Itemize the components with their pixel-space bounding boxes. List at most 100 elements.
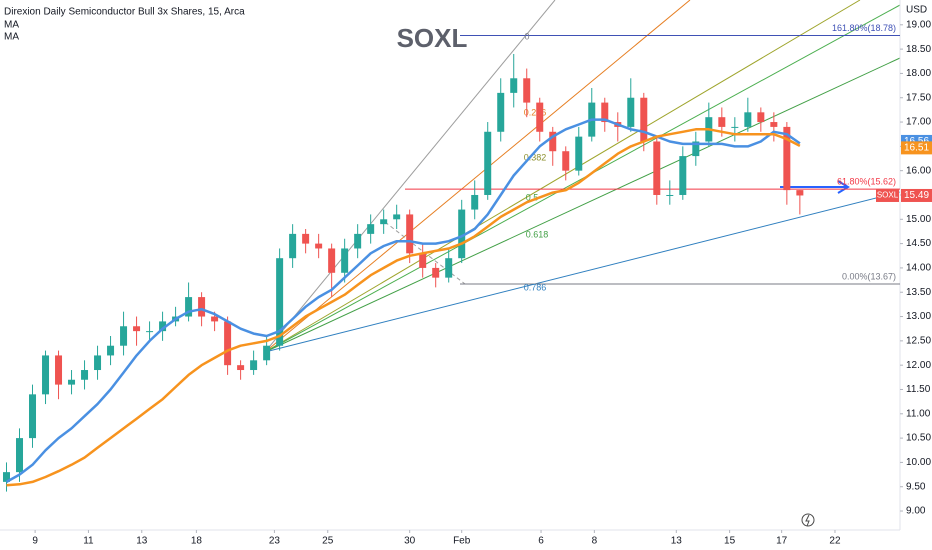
- ma-price-box: [901, 141, 932, 155]
- y-tick-label: 10.00: [906, 457, 931, 468]
- candle-body: [146, 331, 154, 333]
- fib-label: 161.80%(18.78): [832, 23, 896, 33]
- candle-body: [458, 209, 466, 259]
- candle-body: [3, 472, 11, 482]
- candle-body: [250, 360, 258, 371]
- candle-body: [263, 345, 271, 361]
- fan-label: 0.236: [524, 107, 547, 117]
- price-label: 15.49: [904, 190, 929, 201]
- candle-body: [380, 219, 388, 225]
- y-tick-label: 10.50: [906, 433, 931, 444]
- fan-line: [264, 0, 556, 353]
- candle-body: [185, 297, 193, 317]
- y-tick-label: 12.00: [906, 360, 931, 371]
- x-tick-label: 13: [671, 536, 683, 547]
- x-tick-label: 11: [83, 536, 94, 547]
- fib-fan: [264, 0, 901, 353]
- candle-body: [224, 321, 232, 366]
- fib-label: 0.00%(13.67): [842, 271, 896, 281]
- candle-body: [523, 78, 531, 103]
- candle-body: [159, 321, 167, 332]
- candle-body: [445, 258, 453, 278]
- currency: USD: [906, 5, 927, 16]
- fan-line: [264, 0, 861, 353]
- fan-label: 0.786: [524, 282, 547, 292]
- y-tick-label: 15.00: [906, 214, 931, 225]
- chart-title: Direxion Daily Semiconductor Bull 3x Sha…: [4, 7, 245, 18]
- y-tick-label: 13.00: [906, 311, 931, 322]
- candle-body: [562, 151, 570, 171]
- y-tick-label: 18.50: [906, 44, 931, 55]
- arrow-head: [837, 180, 850, 194]
- event-icon-bolt: [805, 514, 810, 527]
- candle-body: [16, 438, 24, 473]
- fan-line: [264, 57, 901, 353]
- candle-body: [81, 370, 89, 380]
- candle-body: [575, 136, 583, 171]
- candle-body: [757, 112, 765, 123]
- fib-label: 61.80%(15.62): [837, 177, 896, 187]
- candle-body: [406, 214, 414, 254]
- candle-body: [302, 233, 310, 244]
- watermark: SOXL: [397, 23, 468, 53]
- candle-body: [627, 97, 635, 127]
- candle-body: [211, 316, 219, 322]
- x-tick-label: 15: [724, 536, 736, 547]
- candle-body: [68, 379, 76, 385]
- fan-line: [264, 0, 691, 353]
- candle-body: [198, 297, 206, 317]
- y-tick-label: 11.50: [906, 384, 931, 395]
- candle-body: [536, 102, 544, 132]
- candle-body: [55, 355, 63, 385]
- x-tick-label: 23: [269, 536, 281, 547]
- price-box: [901, 188, 932, 202]
- candle-body: [237, 365, 245, 371]
- symbol-label: SOXL: [877, 191, 899, 200]
- y-tick-label: 11.00: [906, 408, 931, 419]
- candle-body: [497, 92, 505, 132]
- y-tick-label: 14.50: [906, 238, 931, 249]
- x-tick-label: 8: [592, 536, 598, 547]
- event-icon[interactable]: [801, 513, 815, 527]
- x-tick-label: 22: [829, 536, 841, 547]
- ma-line: [6, 128, 801, 487]
- candle-body: [484, 131, 492, 195]
- ma-price-label: 16.51: [904, 143, 929, 154]
- candle-body: [107, 345, 115, 356]
- candle-body: [315, 243, 323, 249]
- y-tick-label: 12.50: [906, 335, 931, 346]
- candle-body: [692, 141, 700, 157]
- candle-body: [471, 194, 479, 210]
- candle-body: [549, 131, 557, 152]
- candle-body: [289, 233, 297, 259]
- candle-body: [783, 126, 791, 191]
- candle-body: [744, 112, 752, 127]
- candle-body: [328, 248, 336, 273]
- candle-body: [419, 253, 427, 268]
- candle-body: [718, 117, 726, 127]
- y-tick-label: 14.00: [906, 263, 931, 274]
- x-tick-label: 25: [322, 536, 334, 547]
- candle-body: [276, 258, 284, 346]
- y-tick-label: 18.00: [906, 68, 931, 79]
- candle-body: [653, 141, 661, 195]
- x-tick-label: 30: [404, 536, 416, 547]
- y-tick-label: 9.00: [906, 506, 926, 517]
- candle-body: [666, 194, 674, 196]
- candle-body: [29, 394, 37, 439]
- candle-body: [354, 233, 362, 249]
- candle-body: [731, 126, 739, 128]
- fan-label: 0.618: [526, 229, 549, 239]
- candle-body: [601, 102, 609, 123]
- legend-entry: MA: [4, 32, 19, 43]
- candle-body: [510, 78, 518, 93]
- candle-body: [42, 355, 50, 395]
- x-tick-label: 13: [136, 536, 148, 547]
- x-tick-label: 9: [32, 536, 38, 547]
- y-tick-label: 13.50: [906, 287, 931, 298]
- candle-body: [341, 248, 349, 273]
- x-tick-label: 6: [538, 536, 544, 547]
- candles: [3, 53, 804, 492]
- candle-body: [679, 156, 687, 195]
